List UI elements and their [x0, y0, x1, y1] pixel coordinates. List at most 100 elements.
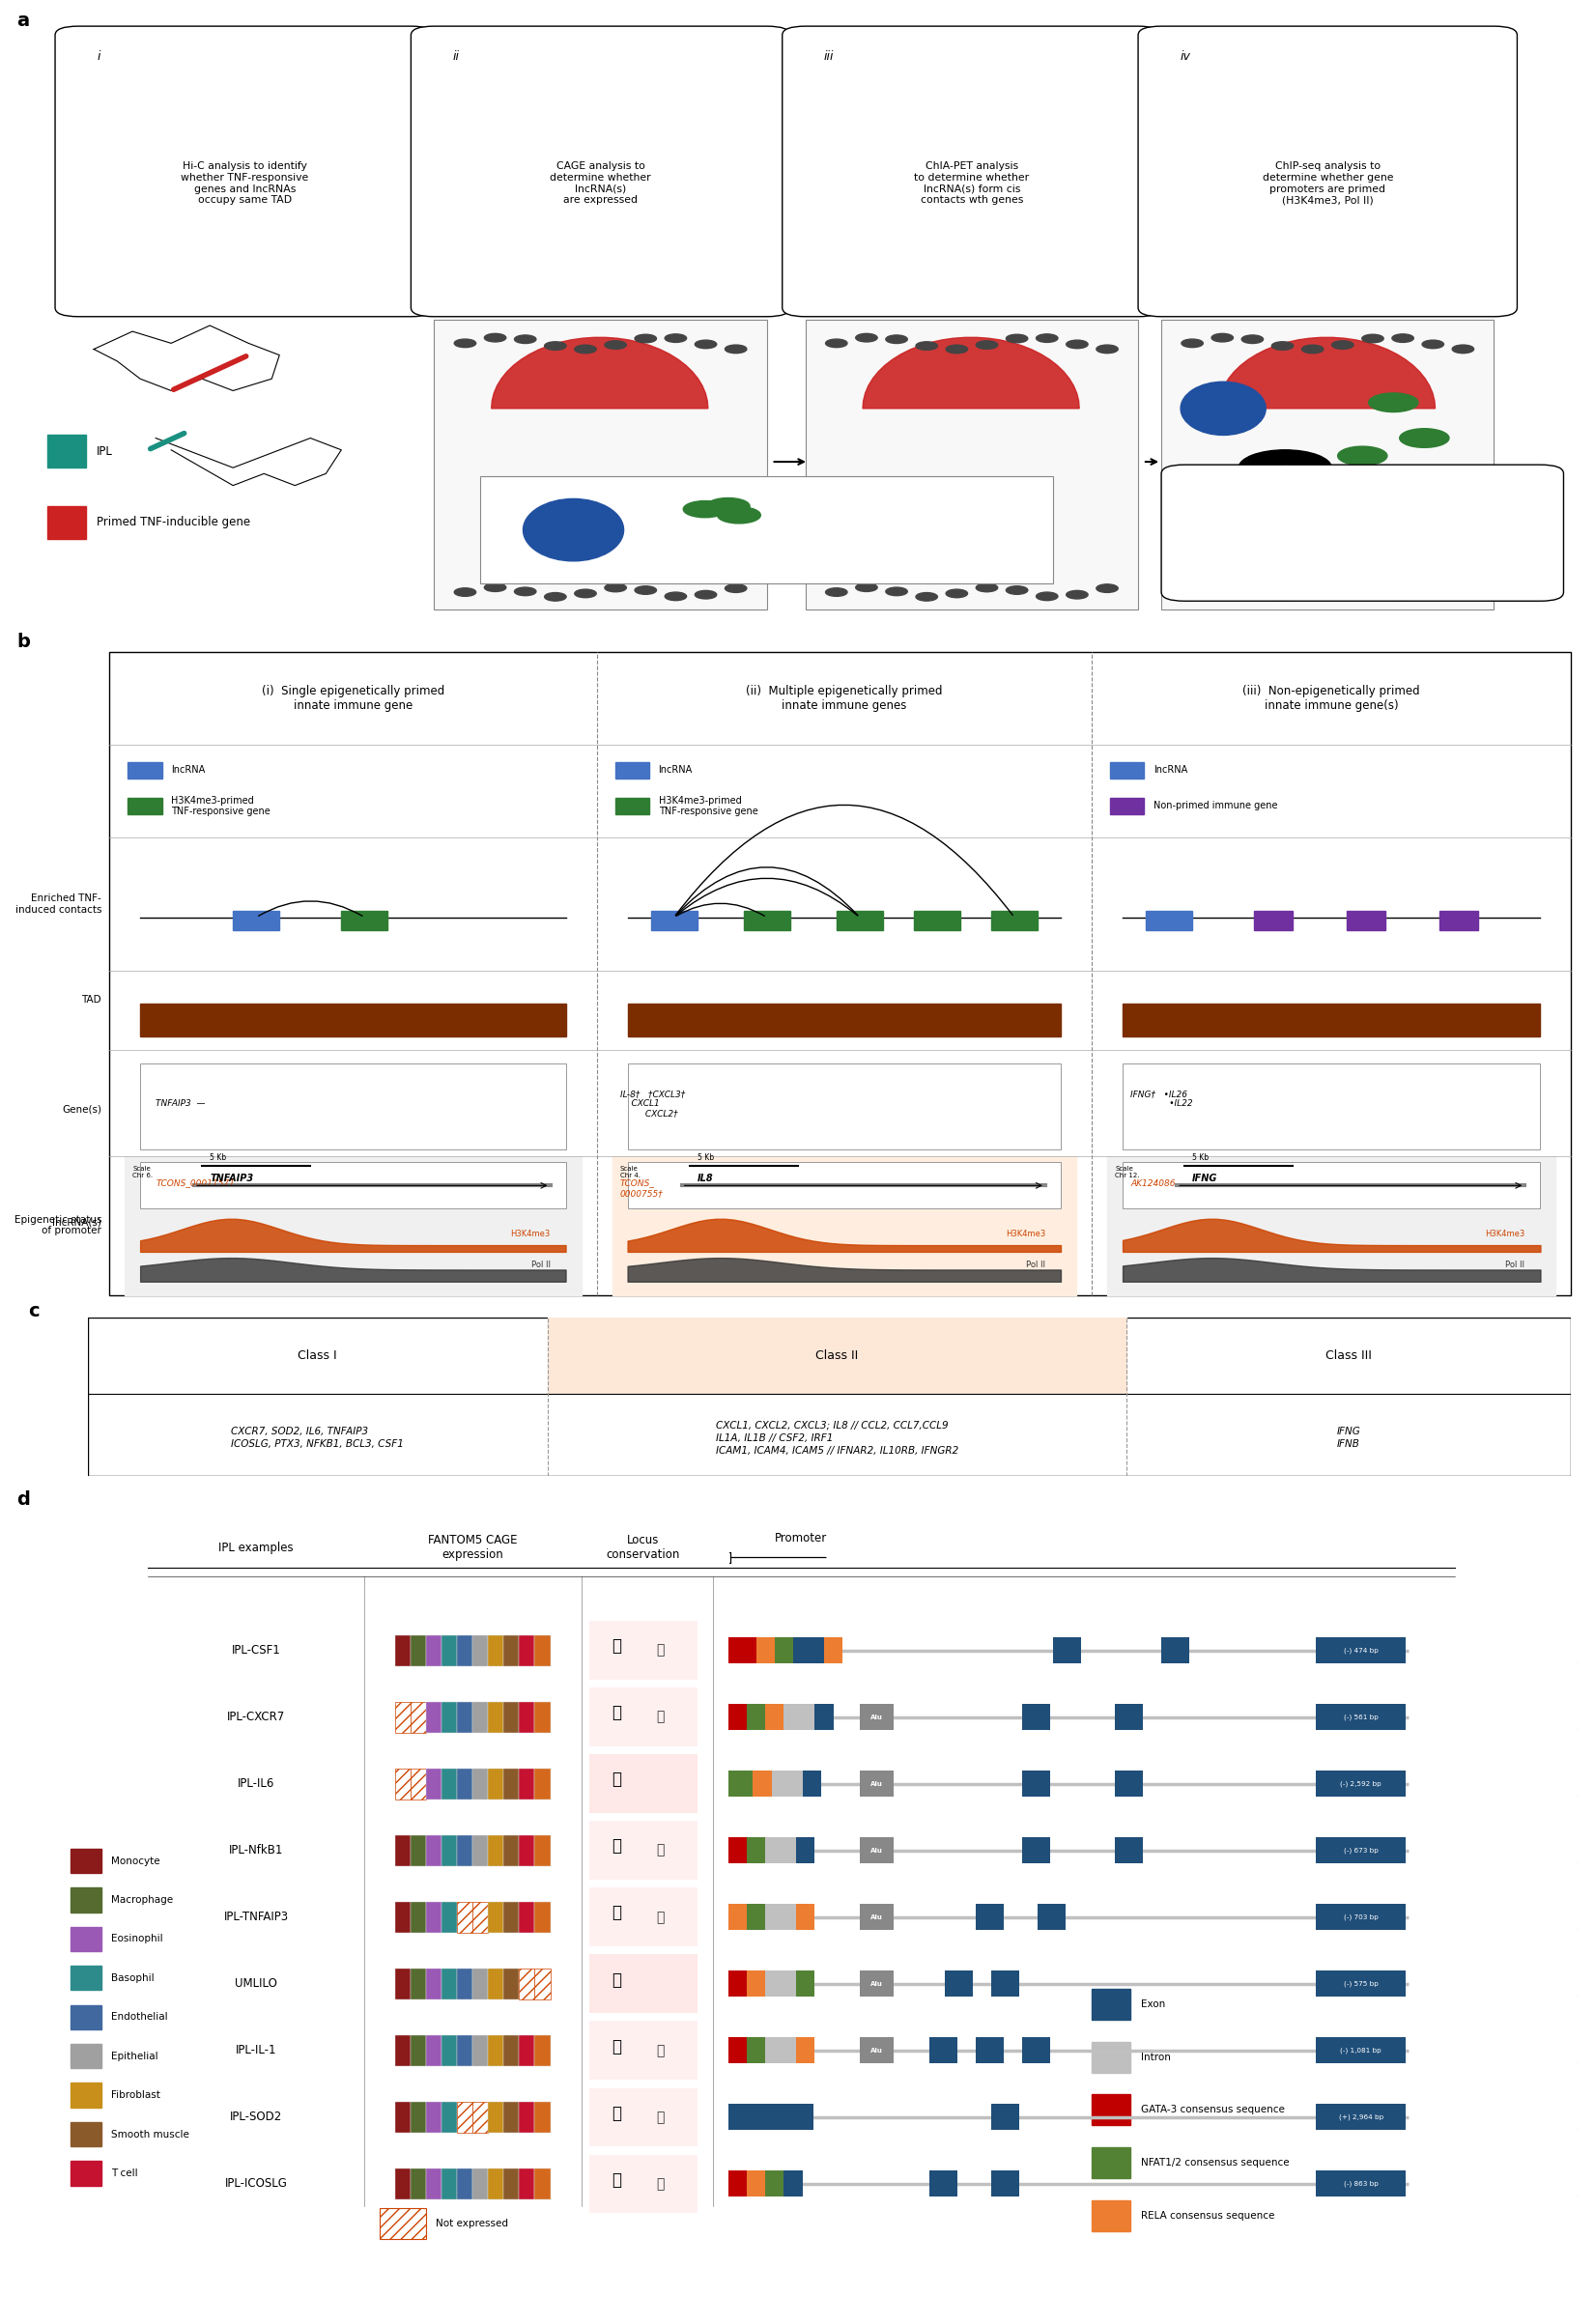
Bar — [1316, 2038, 1405, 2064]
Text: (i)  Single epigenetically primed
innate immune gene: (i) Single epigenetically primed innate … — [262, 686, 445, 711]
Bar — [727, 2103, 790, 2131]
Bar — [396, 1769, 412, 1799]
Ellipse shape — [1180, 381, 1266, 435]
Text: ⬛: ⬛ — [656, 1710, 664, 1724]
Text: a: a — [16, 12, 29, 30]
Bar — [727, 1903, 746, 1929]
Bar — [1316, 1771, 1405, 1796]
Text: Primed TNF-inducible gene: Primed TNF-inducible gene — [97, 516, 250, 528]
Bar — [743, 911, 790, 930]
Bar — [1091, 2201, 1131, 2231]
Bar — [442, 1769, 458, 1799]
Text: TNFAIP3  —: TNFAIP3 — — [156, 1099, 206, 1109]
Text: Endothelial: Endothelial — [110, 2013, 167, 2022]
Bar — [426, 2101, 442, 2133]
Bar — [458, 2101, 472, 2133]
Bar — [534, 1769, 550, 1799]
Circle shape — [1369, 393, 1418, 411]
Bar — [442, 1836, 458, 1866]
Text: lncRNA(s): lncRNA(s) — [53, 1218, 102, 1227]
Bar — [990, 1971, 1019, 1996]
Bar — [753, 1771, 772, 1796]
Text: Pol II: Pol II — [1026, 1262, 1045, 1269]
Circle shape — [1271, 342, 1294, 351]
Bar — [520, 2036, 534, 2066]
Circle shape — [515, 588, 536, 595]
Text: Pol II: Pol II — [1506, 1262, 1525, 1269]
FancyBboxPatch shape — [480, 476, 1053, 583]
Text: H3K4me3: H3K4me3 — [780, 523, 834, 537]
Circle shape — [885, 335, 908, 344]
Bar — [70, 1850, 102, 1873]
Text: TNFAIP3: TNFAIP3 — [211, 1174, 254, 1183]
Bar — [70, 2122, 102, 2147]
Bar — [860, 1771, 893, 1796]
Bar — [458, 1701, 472, 1731]
Bar — [1115, 1838, 1142, 1864]
Text: ⬛: ⬛ — [612, 1971, 622, 1989]
Text: Alu: Alu — [871, 1780, 884, 1787]
Circle shape — [1362, 586, 1383, 595]
Text: TCONS_
0000755†: TCONS_ 0000755† — [620, 1178, 664, 1197]
Circle shape — [1182, 588, 1203, 597]
Bar — [802, 1771, 821, 1796]
Text: IPL-CSF1: IPL-CSF1 — [231, 1643, 281, 1657]
Bar — [124, 1155, 581, 1294]
Bar — [727, 1771, 753, 1796]
Bar — [860, 2038, 893, 2064]
Bar — [1123, 1004, 1541, 1037]
Bar — [976, 1903, 1003, 1929]
Bar — [488, 1634, 504, 1666]
Bar — [458, 2168, 472, 2199]
Bar — [547, 1318, 1126, 1394]
Bar — [805, 321, 1139, 609]
Bar — [458, 1836, 472, 1866]
Text: Eosinophil: Eosinophil — [110, 1934, 163, 1943]
Bar — [472, 1769, 488, 1799]
Text: ??: ?? — [1281, 465, 1289, 469]
Bar — [1316, 1636, 1405, 1664]
Circle shape — [605, 342, 627, 349]
Text: Alu: Alu — [871, 1848, 884, 1852]
Bar — [746, 1971, 766, 1996]
Text: CAGE analysis to
determine whether
lncRNA(s)
are expressed: CAGE analysis to determine whether lncRN… — [550, 163, 651, 205]
Bar — [589, 1887, 697, 1948]
Polygon shape — [491, 337, 708, 409]
Bar — [1022, 1703, 1050, 1729]
Bar — [534, 1968, 550, 1999]
Text: ⬛: ⬛ — [656, 1910, 664, 1924]
Bar — [412, 1836, 426, 1866]
Bar — [589, 1622, 697, 1680]
Circle shape — [976, 342, 997, 349]
Bar — [1579, 2171, 1595, 2196]
Circle shape — [1392, 593, 1413, 600]
Circle shape — [635, 335, 657, 342]
Bar — [616, 762, 649, 779]
Text: Promoter: Promoter — [775, 1532, 826, 1545]
Text: ⬛: ⬛ — [656, 1843, 664, 1857]
Bar — [1316, 2103, 1405, 2131]
Text: (-) 863 bp: (-) 863 bp — [1343, 2180, 1378, 2187]
Text: IFNG†   •IL26
              •IL22: IFNG† •IL26 •IL22 — [1131, 1090, 1193, 1109]
Bar — [128, 797, 161, 816]
Bar — [70, 2161, 102, 2185]
Text: IPL-IL6: IPL-IL6 — [238, 1778, 274, 1789]
Text: Gene(s): Gene(s) — [62, 1104, 102, 1113]
Bar — [520, 2101, 534, 2133]
Bar — [727, 1703, 746, 1729]
Bar — [412, 2168, 426, 2199]
Text: Class II: Class II — [815, 1350, 858, 1362]
Bar — [727, 1971, 746, 1996]
Bar — [426, 1769, 442, 1799]
Bar — [1254, 911, 1294, 930]
Bar — [534, 1901, 550, 1934]
Bar — [772, 1771, 802, 1796]
Bar — [442, 2168, 458, 2199]
Bar — [488, 2101, 504, 2133]
Bar — [796, 1903, 815, 1929]
Bar — [796, 1971, 815, 1996]
Text: Alu: Alu — [871, 1715, 884, 1720]
Bar — [1579, 1638, 1595, 1662]
Text: b: b — [16, 632, 30, 651]
Bar — [836, 911, 884, 930]
